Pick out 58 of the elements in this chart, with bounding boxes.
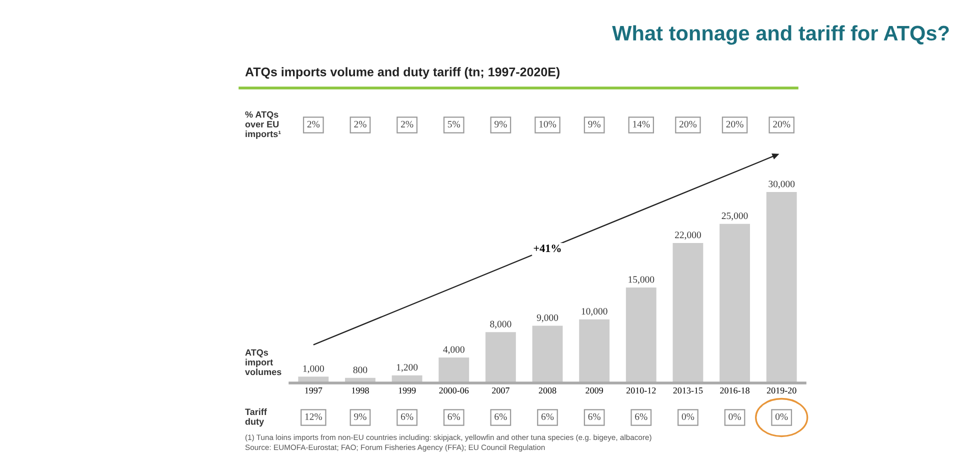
text: 6%: [400, 413, 414, 420]
bar: [720, 224, 750, 383]
y-axis-title: ATQs import volumes: [245, 349, 282, 376]
x-tick-label: 1999: [398, 387, 416, 394]
text: 9%: [494, 120, 507, 128]
data-label: 1,000: [303, 365, 324, 374]
text: 0%: [682, 413, 694, 420]
x-tick-label: 2013-15: [673, 387, 703, 394]
text: 6%: [588, 413, 600, 420]
data-label: 10,000: [582, 308, 608, 316]
x-tick-label: 2007: [492, 387, 510, 394]
text: 0%: [728, 413, 741, 420]
x-tick-label: 2010-12: [626, 387, 656, 394]
annotation: +41%: [534, 244, 561, 252]
x-tick-label: 2008: [538, 387, 556, 394]
text: 6%: [635, 413, 648, 420]
text: 6%: [494, 413, 507, 420]
text: 20%: [679, 120, 697, 128]
bar: [579, 319, 610, 383]
x-tick-label: 2009: [586, 387, 603, 394]
bar: [485, 332, 516, 383]
text: 0%: [775, 413, 788, 420]
text: 10%: [539, 120, 556, 128]
x-tick-label: 1997: [305, 387, 322, 394]
text: 6%: [448, 413, 460, 420]
text: 2%: [354, 120, 366, 128]
text: 9%: [354, 413, 366, 420]
text: 2%: [307, 120, 320, 128]
text: Tariff duty: [245, 408, 267, 427]
data-label: 22,000: [675, 232, 701, 240]
data-label: 8,000: [490, 320, 512, 329]
text: 20%: [773, 120, 790, 128]
x-tick-label: 1998: [352, 387, 369, 394]
bar: [766, 192, 797, 383]
x-tick-label: 2016-18: [720, 387, 750, 394]
text: 6%: [541, 413, 554, 420]
data-label: 25,000: [722, 212, 748, 220]
data-label: 800: [353, 366, 368, 374]
text: 2%: [400, 120, 414, 128]
text: 12%: [305, 413, 322, 420]
data-label: 15,000: [628, 276, 654, 284]
bar: [626, 288, 656, 383]
x-tick-label: 2000-06: [439, 387, 469, 394]
bar: [672, 242, 704, 383]
text: % ATQs over EU imports¹: [245, 111, 281, 139]
text: 9%: [588, 120, 600, 128]
bar: [532, 326, 563, 383]
data-label: 4,000: [443, 346, 464, 354]
x-tick-label: 2019-20: [766, 387, 796, 394]
data-label: 9,000: [536, 314, 558, 322]
text: ATQs imports volume and duty tariff (tn; 1997-2020E): [245, 67, 560, 79]
text: 5%: [448, 120, 460, 128]
data-label: 30,000: [768, 180, 795, 189]
text: 14%: [633, 120, 650, 128]
text: 20%: [726, 120, 744, 128]
text: What tonnage and tariff for ATQs?: [612, 25, 949, 45]
data-label: 1,200: [396, 364, 418, 372]
bar: [438, 358, 470, 383]
